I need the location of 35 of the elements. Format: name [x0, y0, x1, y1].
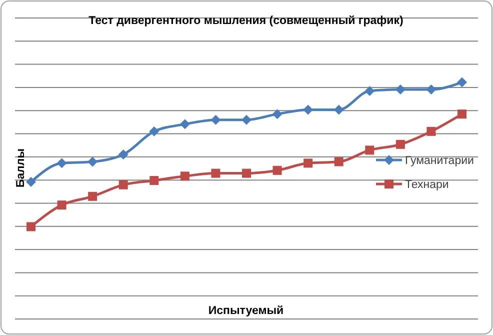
point [303, 104, 314, 115]
point [334, 157, 344, 166]
point [56, 158, 67, 168]
point [149, 126, 160, 136]
point [272, 109, 282, 120]
point [180, 172, 190, 181]
point [26, 176, 36, 187]
point [426, 126, 436, 136]
point [118, 150, 128, 160]
point [364, 86, 375, 96]
point [396, 140, 405, 149]
point [304, 158, 313, 168]
point [272, 166, 282, 175]
point [365, 146, 374, 155]
point [334, 104, 344, 115]
point [57, 200, 66, 210]
point [242, 168, 251, 178]
y-axis-title: Баллы [15, 148, 27, 188]
point [211, 168, 220, 178]
point [426, 84, 436, 95]
point [118, 180, 128, 190]
point [150, 176, 159, 185]
legend-label: Гуманитарии [405, 155, 474, 167]
point [210, 114, 221, 125]
point [26, 222, 36, 232]
chart-title: Тест дивергентного мышления (совмещенный график) [88, 15, 404, 27]
text: Испытуемый [208, 305, 284, 317]
point [242, 114, 252, 125]
legend-label: Технари [405, 179, 449, 191]
point [88, 192, 98, 201]
point [457, 77, 467, 88]
point [88, 156, 98, 167]
point [180, 119, 190, 130]
point [395, 84, 406, 95]
point [458, 110, 466, 119]
